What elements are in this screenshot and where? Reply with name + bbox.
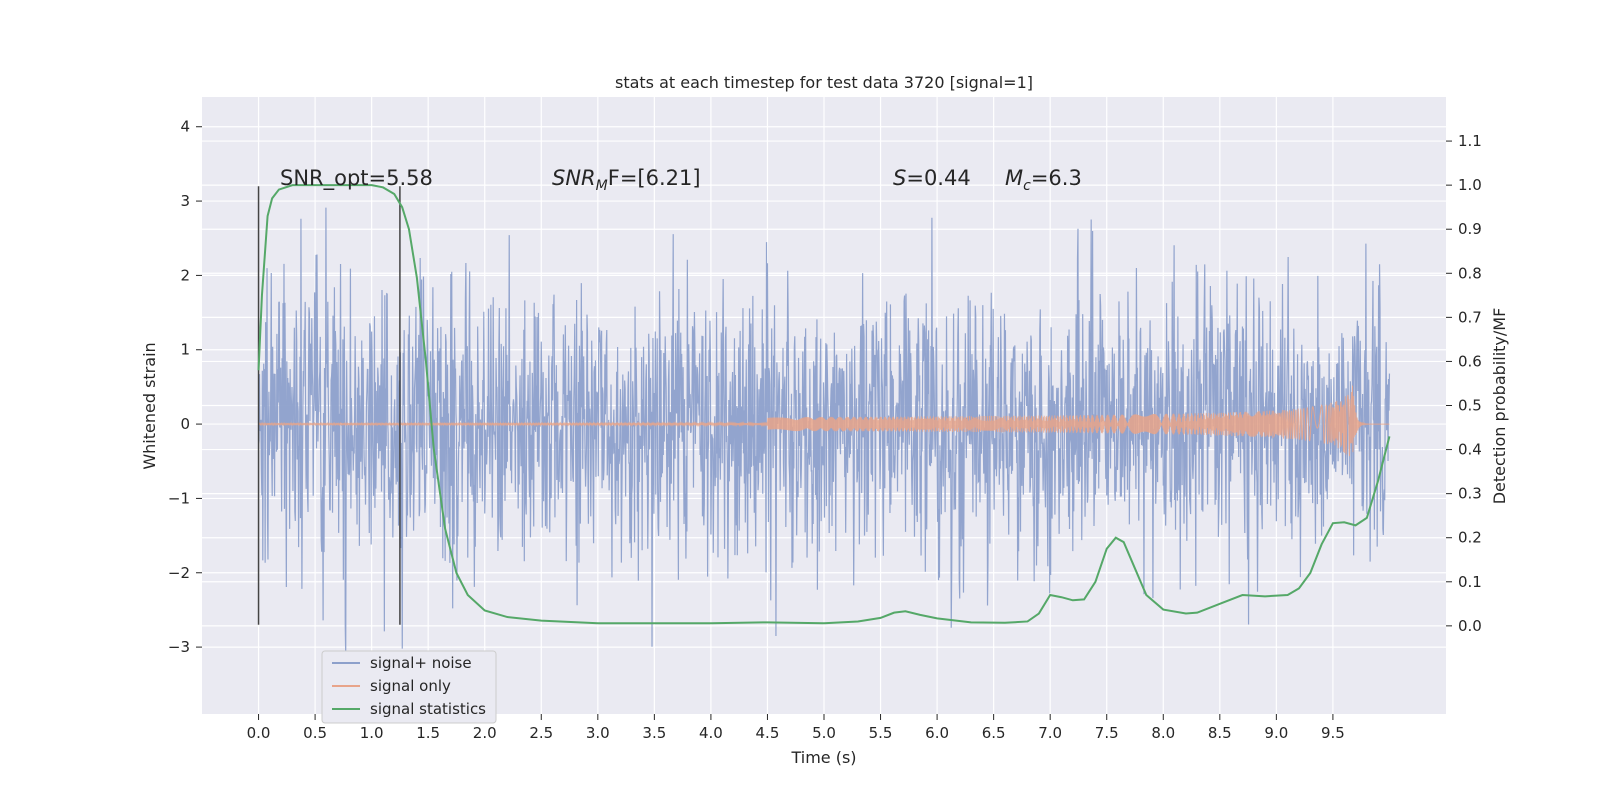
annotation-snr-mf: SNRMF=[6.21] — [552, 166, 701, 194]
y-right-tick-label: 0.3 — [1458, 485, 1482, 503]
y-right-tick-label: 1.0 — [1458, 176, 1482, 194]
y-left-tick-label: 4 — [180, 118, 190, 136]
y-left-tick-label: 1 — [180, 341, 190, 359]
chart-title: stats at each timestep for test data 372… — [615, 73, 1033, 92]
annotation-s-value: =0.44 — [906, 166, 970, 190]
chirp-trace — [258, 385, 1390, 457]
legend-label-signal-statistics: signal statistics — [370, 700, 486, 718]
x-tick-label: 3.5 — [642, 724, 666, 742]
x-tick-label: 5.0 — [812, 724, 836, 742]
annotation-mc-sub: c — [1023, 178, 1031, 194]
series-signal-statistics — [257, 184, 1391, 625]
y-axis-right-title: Detection probability/MF — [1490, 308, 1509, 505]
y-right-tick-label: 0.0 — [1458, 617, 1482, 635]
y-left-tick-label: 3 — [180, 192, 190, 210]
x-tick-label: 7.5 — [1095, 724, 1119, 742]
y-left-tick-label: 2 — [180, 266, 190, 284]
y-right-tick-label: 0.7 — [1458, 308, 1482, 326]
x-tick-label: 4.5 — [756, 724, 780, 742]
legend-label-signal-noise: signal+ noise — [370, 654, 472, 672]
x-axis-title: Time (s) — [790, 748, 856, 767]
y-left-tick-label: 0 — [180, 415, 190, 433]
x-tick-label: 0.0 — [247, 724, 271, 742]
y-right-tick-label: 0.9 — [1458, 220, 1482, 238]
x-tick-label: 1.5 — [416, 724, 440, 742]
annotation-mc: Mc=6.3 — [1005, 166, 1082, 194]
x-tick-label: 2.0 — [473, 724, 497, 742]
x-tick-label: 8.5 — [1208, 724, 1232, 742]
vertical-markers — [257, 186, 401, 625]
x-tick-label: 0.5 — [303, 724, 327, 742]
legend-label-signal-only: signal only — [370, 677, 451, 695]
y-right-tick-label: 0.5 — [1458, 397, 1482, 415]
annotation-mc-label: M — [1005, 166, 1023, 190]
x-tick-label: 7.0 — [1038, 724, 1062, 742]
x-tick-label: 1.0 — [360, 724, 384, 742]
x-tick-label: 8.0 — [1151, 724, 1175, 742]
y-right-tick-label: 0.2 — [1458, 529, 1482, 547]
x-axis: 0.0 0.5 1.0 1.5 2.0 2.5 3.0 3.5 4.0 4.5 5.0 5.5 6.0 6… — [247, 714, 1345, 742]
y-axis-left: −3 −2 −1 0 1 2 3 4 — [168, 118, 202, 656]
annotation-snr-mf-rest: F=[6.21] — [608, 166, 701, 190]
annotation-snr-mf-sub: M — [596, 178, 608, 194]
annotation-snr-mf-label: SNR — [552, 166, 596, 190]
y-left-tick-label: −1 — [168, 489, 190, 507]
y-axis-left-title: Whitened strain — [140, 342, 159, 469]
x-tick-label: 9.0 — [1264, 724, 1288, 742]
annotation-s-label: S — [893, 166, 906, 190]
series-signal-only — [258, 385, 1390, 457]
x-tick-label: 5.5 — [869, 724, 893, 742]
x-tick-label: 6.5 — [982, 724, 1006, 742]
x-tick-label: 6.0 — [925, 724, 949, 742]
y-right-tick-label: 1.1 — [1458, 132, 1482, 150]
x-tick-label: 9.5 — [1321, 724, 1345, 742]
y-left-tick-label: −2 — [168, 564, 190, 582]
annotation-mc-value: =6.3 — [1031, 166, 1082, 190]
annotation-s: S=0.44 — [893, 166, 971, 190]
x-tick-label: 3.0 — [586, 724, 610, 742]
statistics-trace — [257, 184, 1391, 625]
legend-box — [321, 650, 497, 724]
x-tick-label: 4.0 — [699, 724, 723, 742]
legend: signal+ noise signal only signal statist… — [321, 650, 497, 724]
annotation-snr-opt: SNR_opt=5.58 — [280, 166, 433, 191]
y-right-tick-label: 0.6 — [1458, 352, 1482, 370]
y-left-tick-label: −3 — [168, 638, 190, 656]
y-right-tick-label: 0.1 — [1458, 573, 1482, 591]
y-right-tick-label: 0.8 — [1458, 264, 1482, 282]
x-tick-label: 2.5 — [529, 724, 553, 742]
y-right-tick-label: 0.4 — [1458, 441, 1482, 459]
y-axis-right: 0.0 0.1 0.2 0.3 0.4 0.5 0.6 0.7 0.8 0.9 1.0 1.1 — [1446, 132, 1482, 635]
